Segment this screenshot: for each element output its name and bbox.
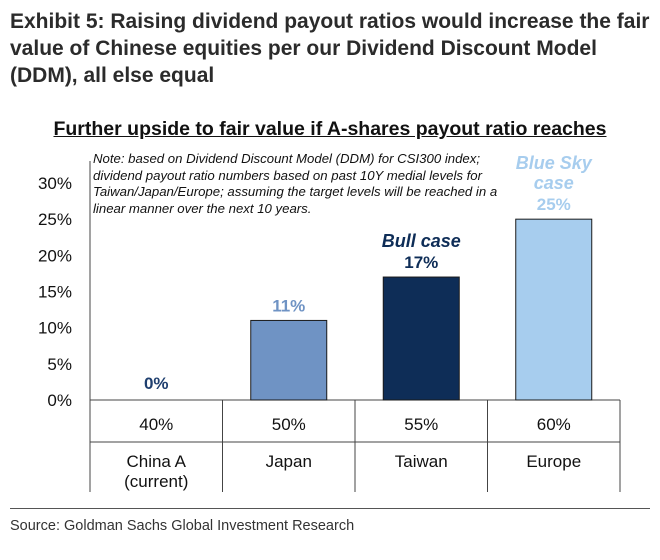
exhibit-title: Exhibit 5: Raising dividend payout ratio… (10, 10, 650, 87)
y-tick-label: 20% (38, 246, 72, 265)
footer-divider (10, 508, 650, 509)
y-tick-label: 30% (38, 174, 72, 193)
bar-annotation: case (534, 173, 574, 193)
y-tick-label: 25% (38, 210, 72, 229)
y-tick-label: 10% (38, 319, 72, 338)
payout-ratio-label: 60% (537, 415, 571, 434)
chart-title: Further upside to fair value if A-shares… (53, 118, 607, 140)
chart-note: Note: based on Dividend Discount Model (… (93, 151, 498, 216)
y-tick-label: 5% (47, 355, 72, 374)
data-label: 25% (537, 195, 571, 214)
data-label: 11% (272, 296, 305, 315)
category-label: (current) (124, 472, 188, 491)
bar-annotation: Bull case (382, 231, 461, 251)
category-label: China A (126, 452, 186, 471)
payout-ratio-label: 40% (139, 415, 173, 434)
source-text: Source: Goldman Sachs Global Investment … (10, 518, 355, 534)
y-tick-label: 15% (38, 283, 72, 302)
bar (382, 276, 460, 401)
category-label: Taiwan (395, 452, 448, 471)
y-tick-label: 0% (47, 391, 72, 410)
category-label: Europe (526, 452, 581, 471)
payout-ratio-label: 55% (404, 415, 438, 434)
data-label: 17% (404, 253, 438, 272)
data-label: 0% (144, 374, 169, 393)
bar (515, 218, 593, 401)
bar-annotation: Blue Sky (516, 153, 593, 173)
category-label: Japan (266, 452, 312, 471)
payout-ratio-label: 50% (272, 415, 306, 434)
bar (250, 319, 328, 401)
